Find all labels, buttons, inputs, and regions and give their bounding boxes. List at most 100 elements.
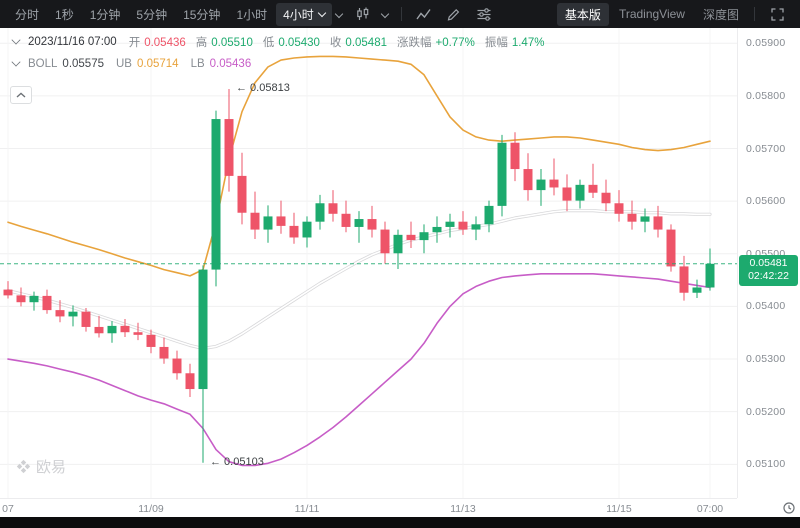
sliders-icon — [477, 7, 491, 21]
bottom-bar — [0, 517, 800, 528]
upper-band-line — [7, 55, 711, 277]
chart-toolbar: 分时 1秒 1分钟 5分钟 15分钟 1小时 4小时 — [0, 0, 800, 28]
watermark: 欧易 — [16, 456, 66, 477]
candle-body — [81, 311, 91, 327]
draw-button[interactable] — [442, 4, 466, 24]
candle-body — [68, 311, 78, 317]
price-annotation: ← 0.05813 — [236, 82, 290, 95]
candle-body — [289, 225, 299, 238]
candle-body — [185, 373, 195, 390]
candlestick-svg[interactable] — [0, 28, 737, 498]
candle-body — [666, 229, 676, 267]
time-axis-label: 11/11 — [294, 503, 320, 515]
view-tab[interactable]: 基本版 — [556, 2, 609, 26]
candle-body — [510, 142, 520, 170]
ohlc-field-value: 0.05430 — [278, 37, 320, 49]
toolbar-divider — [754, 7, 755, 21]
candle-body — [263, 216, 273, 230]
chart-area[interactable]: 0.05900 0.05800 0.05700 0.05600 0.05500 0.054… — [0, 28, 800, 517]
candle-body — [354, 219, 364, 227]
time-axis-label: 11/09 — [138, 503, 164, 515]
view-tab[interactable]: TradingView — [618, 7, 685, 21]
candle-body — [16, 295, 26, 303]
indicator-name: BOLL — [28, 58, 58, 70]
ohlc-field-value: 1.47% — [511, 37, 545, 49]
timeframe-button[interactable]: 4小时 — [276, 2, 332, 26]
timeframe-button[interactable]: 1分钟 — [89, 7, 121, 22]
chart-type-button[interactable] — [351, 4, 375, 24]
ohlc-field-value: +0.77% — [435, 37, 475, 49]
boll-ub-value: 0.05714 — [136, 58, 179, 70]
candle-body — [224, 119, 234, 176]
ohlc-field-value: 0.05436 — [144, 37, 186, 49]
candle-body — [380, 229, 390, 254]
timeframe-button[interactable]: 5分钟 — [136, 7, 168, 22]
candle-body — [562, 187, 572, 201]
time-axis-label: 11/15 — [606, 503, 632, 515]
candle-body — [211, 119, 221, 270]
chevron-down-icon[interactable] — [11, 57, 21, 67]
candle-body — [328, 203, 338, 214]
chevron-down-icon[interactable] — [11, 35, 21, 45]
price-annotation: ← 0.05103 — [210, 455, 264, 468]
timeframe-more-chevron-icon[interactable] — [334, 9, 344, 19]
timeframe-button[interactable]: 1小时 — [236, 7, 268, 22]
collapse-panel-button[interactable] — [10, 86, 32, 104]
indicator-info-bar: BOLL 0.05575 UB 0.05714 LB 0.05436 — [10, 57, 263, 70]
candle-body — [458, 221, 468, 230]
chevron-up-icon — [16, 92, 26, 98]
timeframe-button[interactable]: 15分钟 — [183, 7, 221, 22]
candlestick-chart-icon — [357, 7, 369, 20]
current-price-badge: 0.05481 02:42:22 — [739, 254, 798, 286]
watermark-text: 欧易 — [36, 459, 67, 476]
chart-type-chevron-icon[interactable] — [380, 9, 390, 19]
candle-body — [497, 142, 507, 206]
price-axis-label: 0.05600 — [746, 195, 786, 208]
price-axis-label: 0.05700 — [746, 142, 786, 155]
candle-body — [29, 295, 39, 303]
chevron-down-icon — [317, 8, 327, 17]
view-tab[interactable]: 深度图 — [702, 7, 739, 22]
chart-settings-button[interactable] — [472, 4, 496, 24]
candle-body — [471, 224, 481, 230]
current-price: 0.05481 — [749, 256, 788, 269]
candle-body — [315, 203, 325, 222]
boll-ub-label: UB — [116, 58, 132, 70]
time-axis-label: 07:00 — [696, 503, 724, 515]
price-axis-label: 0.05300 — [746, 353, 786, 366]
candle-body — [341, 213, 351, 227]
candle-body — [601, 192, 611, 204]
candle-body — [3, 289, 13, 296]
candle-body — [120, 325, 130, 333]
candle-body — [250, 212, 260, 230]
candle-body — [523, 169, 533, 191]
indicator-button[interactable] — [412, 4, 436, 24]
ohlc-field-label: 收 — [329, 37, 342, 49]
candle-countdown: 02:42:22 — [748, 270, 789, 283]
ohlc-field-label: 涨跌幅 — [397, 37, 432, 49]
toolbar-divider — [400, 7, 402, 21]
candle-datetime: 2023/11/16 07:00 — [28, 36, 117, 48]
candle-body — [393, 234, 403, 254]
time-axis-label: 07 — [2, 503, 14, 515]
okx-logo-icon — [16, 459, 31, 474]
candle-body — [484, 205, 494, 225]
candle-body — [432, 226, 442, 233]
timeframe-button[interactable]: 1秒 — [55, 7, 74, 22]
countdown-toggle-button[interactable] — [783, 501, 795, 519]
candle-body — [705, 263, 715, 288]
fullscreen-button[interactable] — [765, 4, 789, 24]
price-axis-label: 0.05100 — [746, 458, 786, 471]
time-axis[interactable]: 07 11/09 11/11 11/13 11/15 07:00 — [0, 498, 737, 517]
candle-body — [640, 216, 650, 222]
candle-body — [419, 232, 429, 241]
price-axis-label: 0.05200 — [746, 405, 786, 418]
timeframe-button[interactable]: 分时 — [15, 7, 40, 22]
time-axis-label: 11/13 — [450, 503, 476, 515]
candle-body — [588, 184, 598, 193]
candle-body — [159, 346, 169, 359]
candle-body — [445, 221, 455, 227]
ohlc-field-label: 振幅 — [484, 37, 508, 49]
candle-body — [627, 213, 637, 222]
